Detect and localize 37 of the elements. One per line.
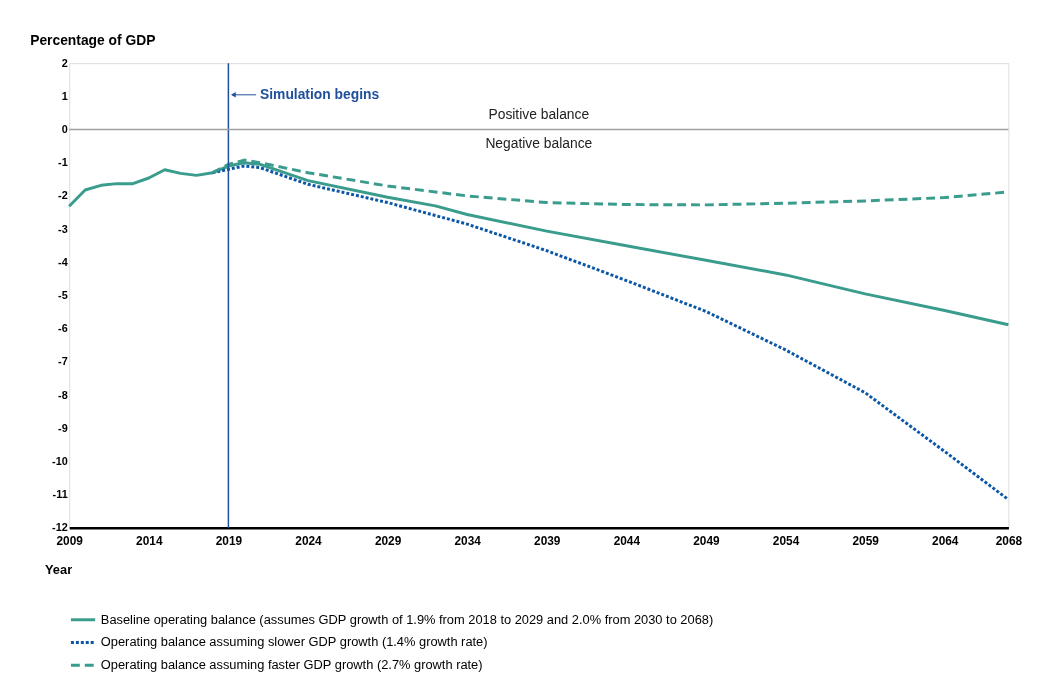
x-tick-label: 2019: [215, 534, 243, 549]
y-tick-label: -10: [52, 454, 68, 467]
legend-label: Baseline operating balance (assumes GDP growth of 1.9% from 2018 to 2029 and 2.0% from 2030 to 2068): [100, 611, 714, 627]
x-axis-title: Year: [44, 561, 73, 577]
x-tick-label: 2049: [693, 534, 721, 549]
x-tick-label: 2059: [852, 534, 880, 549]
x-tick-label: 2009: [56, 534, 84, 549]
y-axis-title: Percentage of GDP: [30, 31, 156, 48]
y-tick-label: -5: [58, 288, 68, 301]
y-tick-label: -7: [58, 355, 68, 368]
y-tick-label: 0: [61, 123, 68, 136]
x-tick-label: 2024: [295, 534, 323, 549]
x-tick-label: 2054: [772, 534, 800, 549]
legend-label: Operating balance assuming faster GDP growth (2.7% growth rate): [100, 657, 483, 673]
line-series: [67, 161, 1010, 327]
x-tick-label: 2029: [374, 534, 402, 549]
y-tick-label: 1: [61, 89, 68, 102]
annotation: Negative balance: [485, 135, 593, 152]
y-tick-label: -1: [58, 156, 68, 169]
x-tick-label: 2014: [136, 534, 163, 549]
y-tick-label: -4: [58, 255, 68, 268]
y-tick-label: -3: [58, 222, 68, 235]
legend-label: Operating balance assuming slower GDP growth (1.4% growth rate): [100, 634, 488, 650]
y-tick-label: -12: [52, 521, 68, 534]
y-tick-label: -9: [58, 421, 68, 434]
y-tick-label: -8: [58, 388, 68, 401]
ref-line-label: Simulation begins: [260, 85, 380, 102]
x-tick-label: 2039: [534, 534, 561, 549]
y-tick-label: -2: [58, 189, 68, 202]
y-tick-label: -11: [52, 488, 68, 501]
y-tick-label: -6: [58, 322, 68, 335]
annotation: Positive balance: [488, 105, 590, 122]
y-tick-label: 2: [61, 56, 68, 69]
x-tick-label: 2034: [454, 534, 482, 549]
x-tick-label: 2068: [995, 534, 1023, 549]
x-tick-label: 2044: [613, 534, 641, 549]
x-tick-label: 2064: [932, 534, 959, 549]
